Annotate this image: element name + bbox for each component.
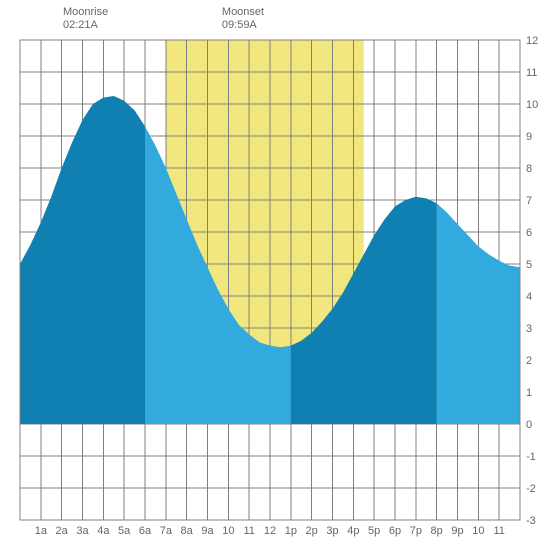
y-tick-label: 5	[526, 259, 532, 271]
moonset-title: Moonset	[222, 6, 264, 18]
x-tick-label: 7p	[410, 525, 422, 537]
x-tick-label: 10	[472, 525, 484, 537]
x-tick-label: 2a	[56, 525, 69, 537]
y-tick-label: 1	[526, 387, 532, 399]
y-tick-label: 6	[526, 227, 532, 239]
x-tick-label: 3p	[326, 525, 338, 537]
moonrise-time: 02:21A	[63, 19, 98, 31]
x-tick-label: 5a	[118, 525, 131, 537]
y-tick-label: -2	[526, 483, 536, 495]
y-tick-label: 3	[526, 323, 532, 335]
x-tick-label: 4a	[97, 525, 110, 537]
x-tick-label: 4p	[347, 525, 359, 537]
x-tick-label: 9p	[451, 525, 463, 537]
moonset-time: 09:59A	[222, 19, 257, 31]
x-tick-label: 11	[243, 525, 254, 537]
y-tick-label: 10	[526, 99, 538, 111]
x-tick-label: 2p	[306, 525, 318, 537]
y-tick-label: 12	[526, 35, 538, 47]
y-tick-label: -3	[526, 515, 536, 527]
x-tick-label: 3a	[76, 525, 89, 537]
moonrise-label: Moonrise 02:21A	[63, 6, 108, 32]
x-tick-label: 1p	[285, 525, 297, 537]
y-tick-label: 4	[526, 291, 532, 303]
x-tick-label: 6p	[389, 525, 401, 537]
y-tick-label: 8	[526, 163, 532, 175]
y-tick-label: 0	[526, 419, 532, 431]
x-tick-label: 9a	[201, 525, 214, 537]
x-tick-label: 1a	[35, 525, 48, 537]
chart-svg: 1211109876543210-1-2-31a2a3a4a5a6a7a8a9a…	[0, 0, 550, 550]
y-tick-label: 11	[526, 67, 537, 79]
x-tick-label: 7a	[160, 525, 173, 537]
x-tick-label: 8a	[181, 525, 194, 537]
moonset-label: Moonset 09:59A	[222, 6, 264, 32]
y-tick-label: 2	[526, 355, 532, 367]
y-tick-label: 7	[526, 195, 532, 207]
y-tick-label: 9	[526, 131, 532, 143]
x-tick-label: 6a	[139, 525, 152, 537]
x-tick-label: 8p	[431, 525, 443, 537]
tide-chart: Moonrise 02:21A Moonset 09:59A 121110987…	[0, 0, 550, 550]
x-tick-label: 12	[264, 525, 276, 537]
x-tick-label: 10	[222, 525, 234, 537]
x-tick-label: 11	[493, 525, 504, 537]
moonrise-title: Moonrise	[63, 6, 108, 18]
y-tick-label: -1	[526, 451, 536, 463]
x-axis-labels: 1a 2a 3a 4a 5a 6a 7a 8a 9a 10 11 12 1p 2p 3p 4p 5p 6p 7p 8p…	[35, 525, 505, 537]
x-tick-label: 5p	[368, 525, 380, 537]
